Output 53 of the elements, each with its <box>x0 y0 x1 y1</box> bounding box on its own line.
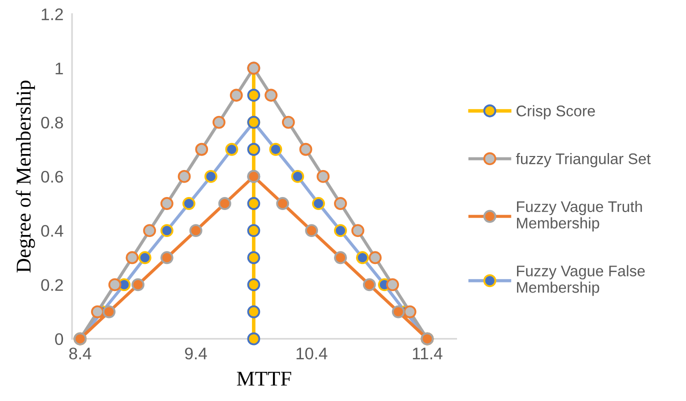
point <box>305 224 318 238</box>
point <box>403 305 416 318</box>
point <box>282 116 295 129</box>
y-tick-label: 0.4 <box>41 224 64 237</box>
point <box>160 251 174 264</box>
point <box>102 305 116 318</box>
legend-label: Fuzzy Vague False Membership <box>517 265 645 296</box>
legend-label: Fuzzy Vague Truth Membership <box>517 200 642 232</box>
x-tick-label: 9.4 <box>185 348 207 360</box>
point <box>247 197 260 210</box>
legend-label: Crisp Score <box>516 105 595 120</box>
point <box>247 305 260 318</box>
y-axis-title: Degree of Membership <box>16 80 35 272</box>
point <box>91 305 104 318</box>
point <box>247 88 260 102</box>
point <box>386 278 400 292</box>
x-tick-label: 8.4 <box>69 348 92 360</box>
point <box>264 88 278 102</box>
point <box>316 170 330 183</box>
y-tick-label: 1 <box>56 62 63 74</box>
y-tick-label: 0 <box>55 333 64 346</box>
point <box>247 142 260 156</box>
point <box>299 142 312 156</box>
y-tick-label: 0.6 <box>41 170 63 183</box>
y-tick-label: 0.8 <box>41 116 63 129</box>
point <box>351 224 364 238</box>
point <box>247 278 260 292</box>
point <box>392 305 405 318</box>
point <box>362 278 376 292</box>
x-axis-title: MTTF <box>236 372 292 386</box>
x-tick-label: 11.4 <box>412 348 442 360</box>
point <box>108 278 122 292</box>
point <box>160 197 174 210</box>
point <box>334 251 347 264</box>
x-tick-label: 10.4 <box>296 348 328 360</box>
y-tick-label: 0.2 <box>41 279 63 291</box>
point <box>230 88 243 102</box>
point <box>368 251 382 264</box>
point <box>247 224 260 238</box>
point <box>126 251 139 264</box>
legend-label: fuzzy Triangular Set <box>516 152 651 168</box>
point <box>247 332 260 346</box>
point <box>143 224 156 238</box>
point <box>178 170 191 183</box>
point <box>195 142 208 156</box>
point <box>218 197 232 210</box>
point <box>212 116 226 129</box>
point <box>189 224 202 238</box>
point <box>334 197 347 210</box>
y-tick-label: 1.2 <box>42 8 63 20</box>
point <box>276 197 290 210</box>
point <box>247 251 260 264</box>
point <box>132 278 144 292</box>
